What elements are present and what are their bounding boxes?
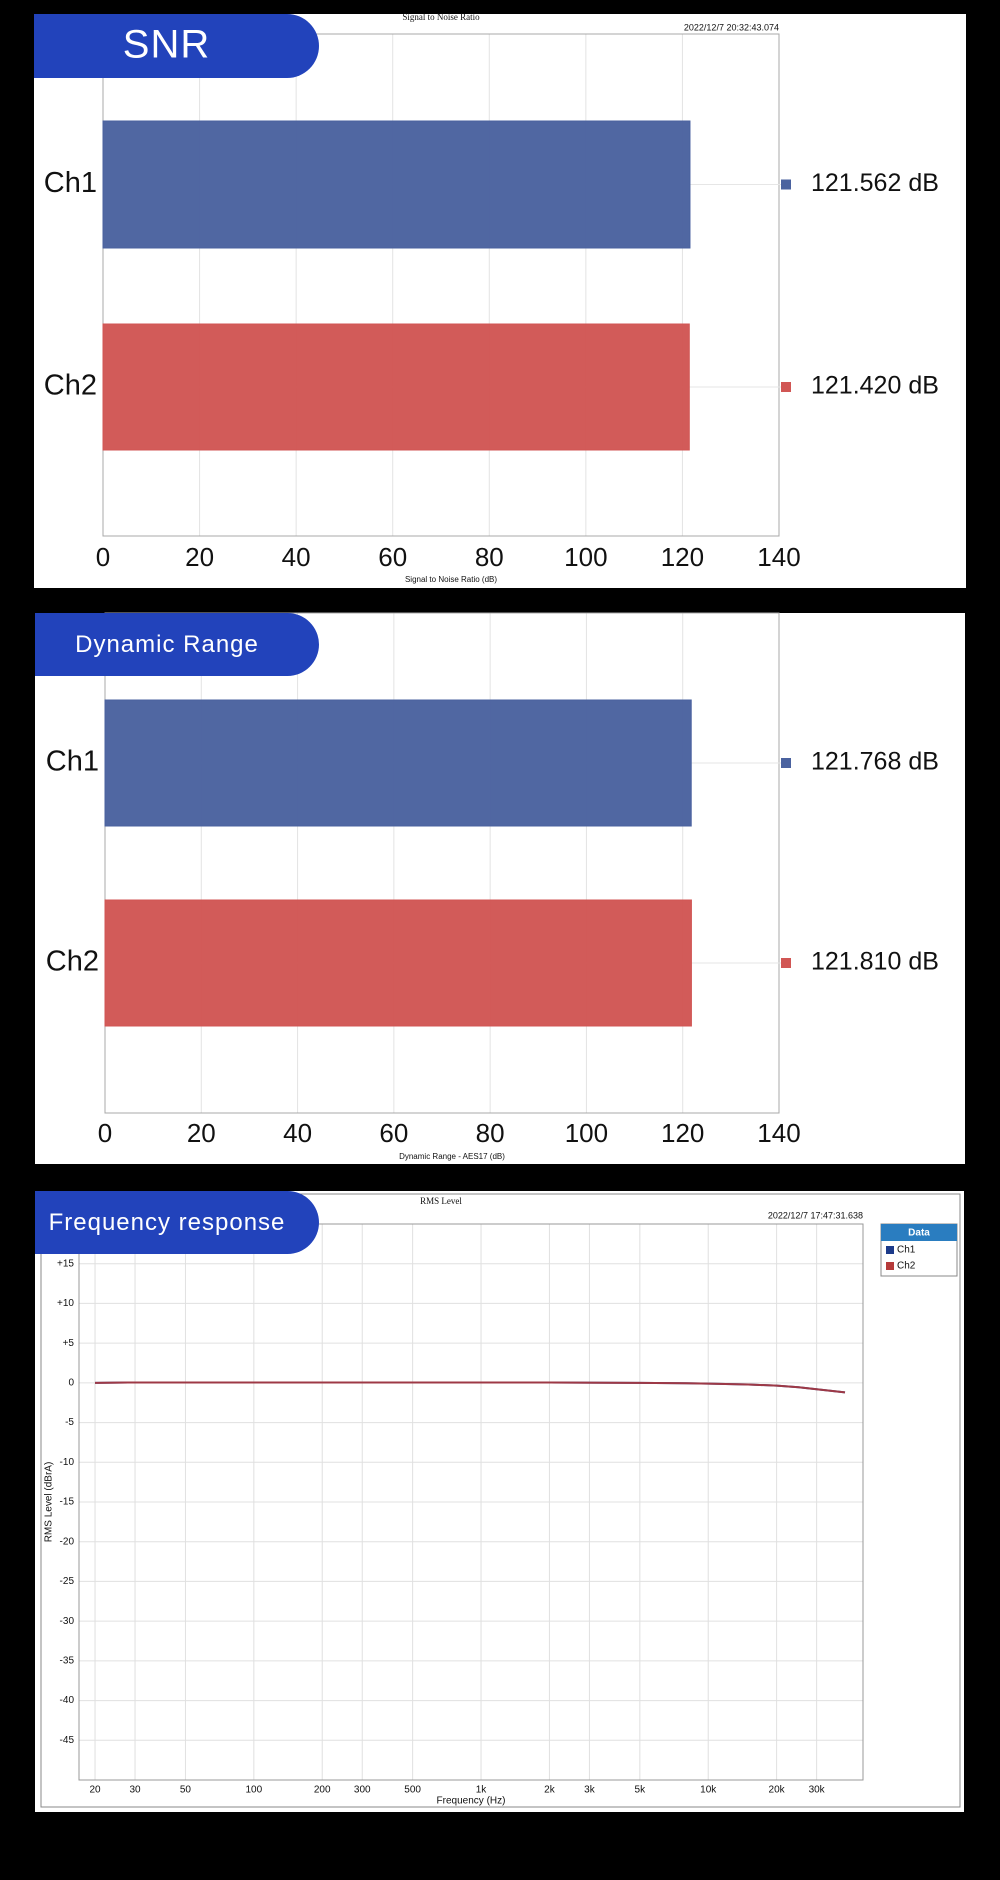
x-tick-label: 40 <box>282 542 311 572</box>
bar <box>104 899 692 1027</box>
x-tick-label: 100 <box>564 542 607 572</box>
legend-swatch <box>781 382 791 392</box>
x-tick-label: 50 <box>180 1785 192 1796</box>
badge <box>35 613 319 676</box>
x-tick-label: 100 <box>565 1118 608 1148</box>
y-tick-label: -40 <box>60 1695 75 1706</box>
panel <box>35 613 965 1164</box>
legend-swatch <box>781 958 791 968</box>
x-tick-label: 10k <box>700 1785 717 1796</box>
x-tick-label: 1k <box>476 1785 488 1796</box>
badge <box>35 1191 319 1254</box>
x-tick-label: 60 <box>379 1118 408 1148</box>
panel <box>34 14 966 588</box>
x-tick-label: 0 <box>98 1118 112 1148</box>
y-tick-label: +10 <box>57 1298 74 1309</box>
chart-title: Signal to Noise Ratio <box>402 12 480 22</box>
legend-swatch <box>886 1262 894 1270</box>
timestamp: 2022/12/7 20:32:43.074 <box>684 22 779 32</box>
x-tick-label: 140 <box>757 542 800 572</box>
bar <box>104 699 692 827</box>
x-tick-label: 20 <box>185 542 214 572</box>
y-tick-label: -5 <box>65 1417 74 1428</box>
x-tick-label: 3k <box>584 1785 596 1796</box>
x-tick-label: 40 <box>283 1118 312 1148</box>
category-label: Ch2 <box>44 370 97 402</box>
x-tick-label: 200 <box>314 1785 331 1796</box>
series-line <box>95 1381 846 1394</box>
x-tick-label: 0 <box>96 542 110 572</box>
x-tick-label: 80 <box>476 1118 505 1148</box>
value-label: 121.768 dB <box>811 748 939 776</box>
y-tick-label: -20 <box>60 1536 75 1547</box>
y-tick-label: 0 <box>68 1377 74 1388</box>
x-tick-label: 300 <box>354 1785 371 1796</box>
timestamp: 2022/12/7 17:47:31.638 <box>768 1210 863 1220</box>
x-tick-label: 140 <box>757 1118 800 1148</box>
y-tick-label: -25 <box>60 1576 75 1587</box>
category-label: Ch2 <box>46 946 99 978</box>
y-tick-label: +5 <box>63 1338 75 1349</box>
legend-swatch <box>781 179 791 190</box>
x-tick-label: 5k <box>635 1785 647 1796</box>
x-tick-label: 30k <box>809 1785 826 1796</box>
legend-entry: Ch1 <box>897 1245 916 1256</box>
outer-frame <box>40 1193 961 1808</box>
badge-label: SNR <box>123 23 210 67</box>
value-label: 121.562 dB <box>811 169 939 197</box>
x-tick-label: 30 <box>129 1785 141 1796</box>
legend-entry: Ch2 <box>897 1261 916 1272</box>
y-tick-label: -30 <box>60 1616 75 1627</box>
x-tick-label: 120 <box>661 1118 704 1148</box>
x-tick-label: 2k <box>544 1785 556 1796</box>
plot-frame <box>78 1223 864 1781</box>
y-tick-label: +15 <box>57 1258 74 1269</box>
x-axis-label: Frequency (Hz) <box>437 1796 506 1807</box>
x-tick-label: 120 <box>661 542 704 572</box>
x-tick-label: 500 <box>404 1785 421 1796</box>
y-tick-label: -15 <box>60 1497 75 1508</box>
x-tick-label: 20 <box>187 1118 216 1148</box>
chart-title: RMS Level <box>420 1196 462 1206</box>
y-tick-label: -35 <box>60 1655 75 1666</box>
value-label: 121.810 dB <box>811 948 939 976</box>
x-tick-label: 100 <box>245 1785 262 1796</box>
legend-swatch <box>886 1246 894 1254</box>
x-tick-label: 20k <box>769 1785 786 1796</box>
x-tick-label: 80 <box>475 542 504 572</box>
x-tick-label: 60 <box>378 542 407 572</box>
x-axis-label: Dynamic Range - AES17 (dB) <box>399 1152 505 1161</box>
value-label: 121.420 dB <box>811 372 939 400</box>
category-label: Ch1 <box>46 746 99 778</box>
plot-frame <box>102 33 780 537</box>
y-axis-label: RMS Level (dBrA) <box>44 1462 55 1543</box>
legend-header <box>881 1224 957 1241</box>
x-axis-label: Signal to Noise Ratio (dB) <box>405 575 497 584</box>
y-tick-label: -10 <box>60 1457 75 1468</box>
badge-label: Frequency response <box>49 1209 286 1236</box>
badge-label: Dynamic Range <box>75 631 259 658</box>
x-tick-label: 20 <box>89 1785 101 1796</box>
bar <box>102 120 691 249</box>
badge <box>34 14 319 78</box>
category-label: Ch1 <box>44 167 97 199</box>
plot-frame <box>104 612 780 1114</box>
legend-swatch <box>781 758 791 768</box>
legend-title: Data <box>908 1228 930 1239</box>
y-tick-label: -45 <box>60 1735 75 1746</box>
bar <box>102 323 690 451</box>
